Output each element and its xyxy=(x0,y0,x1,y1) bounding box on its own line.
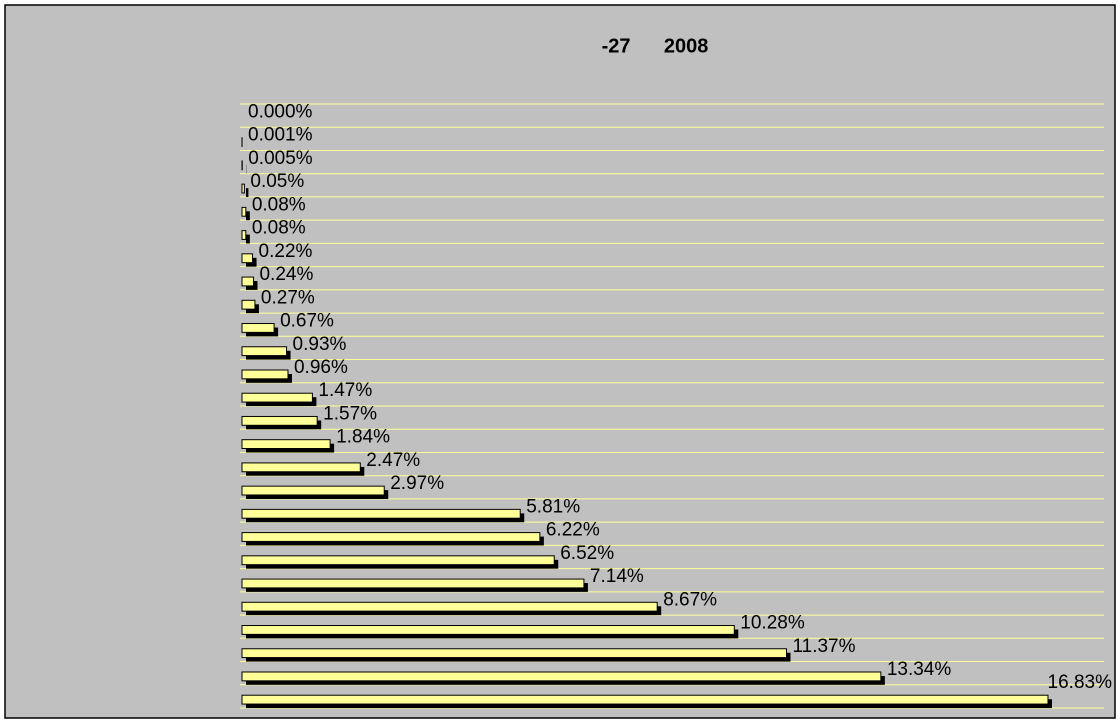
value-label: 0.27% xyxy=(261,287,315,308)
value-label: 0.000% xyxy=(248,101,313,122)
chart-background xyxy=(4,4,1116,719)
value-label: 0.22% xyxy=(259,241,313,262)
value-label: 0.93% xyxy=(293,334,347,355)
value-label: 6.22% xyxy=(546,520,600,541)
bar xyxy=(241,578,585,589)
value-label: 2.97% xyxy=(390,473,444,494)
bar xyxy=(241,392,313,403)
value-label: 0.08% xyxy=(252,218,306,239)
value-label: 5.81% xyxy=(526,496,580,517)
bar xyxy=(241,439,331,450)
bar xyxy=(241,462,361,473)
bar xyxy=(241,276,254,287)
value-label: 6.52% xyxy=(560,543,614,564)
bar xyxy=(241,323,275,333)
value-label: 0.67% xyxy=(280,311,334,332)
bar xyxy=(241,299,256,310)
bar xyxy=(241,230,247,240)
value-label: 0.08% xyxy=(252,194,306,215)
value-label: 1.47% xyxy=(318,380,372,401)
value-label: 1.57% xyxy=(323,403,377,424)
bar xyxy=(241,648,787,659)
chart-title: -27 2008 xyxy=(602,35,709,57)
value-label: 10.28% xyxy=(740,613,805,634)
bar xyxy=(241,671,882,682)
value-label: 2.47% xyxy=(366,450,420,471)
bar xyxy=(241,601,658,612)
bar-shadow xyxy=(246,234,250,244)
value-label: 13.34% xyxy=(887,659,952,680)
value-label: 7.14% xyxy=(590,566,644,587)
value-label: 16.83% xyxy=(1048,672,1113,693)
bar xyxy=(241,694,1049,705)
bar xyxy=(241,485,385,496)
bar xyxy=(241,555,555,566)
value-label: 11.37% xyxy=(792,636,855,657)
bar xyxy=(241,415,318,426)
bar xyxy=(241,625,735,635)
value-label: 0.005% xyxy=(248,148,313,169)
value-label: 0.05% xyxy=(250,171,304,192)
bar xyxy=(241,253,254,264)
value-label: 0.96% xyxy=(294,357,348,378)
bar xyxy=(241,508,521,519)
bar-shadow xyxy=(246,188,249,197)
value-label: 8.67% xyxy=(663,589,717,610)
bar xyxy=(241,369,289,380)
bar xyxy=(241,206,247,217)
bar xyxy=(241,183,245,194)
value-label: 1.84% xyxy=(336,427,390,448)
value-label: 0.24% xyxy=(259,264,313,285)
value-label: 0.001% xyxy=(248,125,313,146)
bar xyxy=(241,532,541,542)
bar-shadow xyxy=(246,211,250,221)
bar xyxy=(241,346,288,357)
